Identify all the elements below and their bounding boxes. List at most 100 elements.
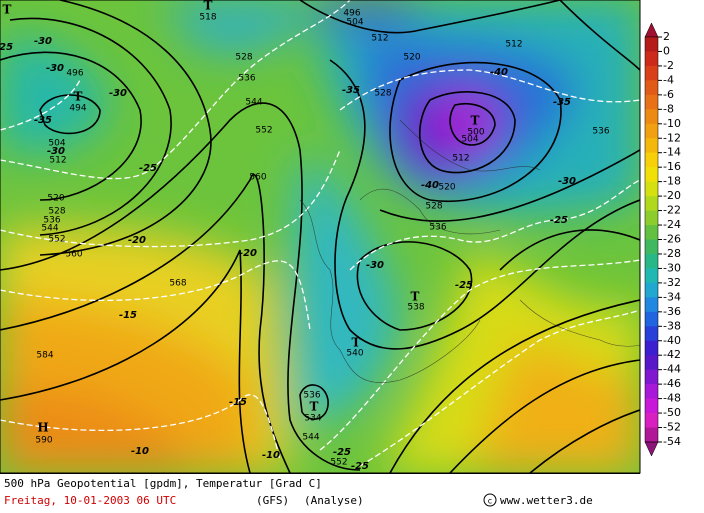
geopotential-label: 512 bbox=[371, 34, 388, 44]
temperature-label: -25 bbox=[351, 461, 369, 472]
footer-run: (Analyse) bbox=[304, 494, 364, 507]
geopotential-label: 520 bbox=[438, 183, 455, 193]
legend-tick-label: -38 bbox=[663, 319, 681, 332]
legend-band bbox=[645, 210, 658, 226]
geopotential-label: 512 bbox=[49, 156, 66, 166]
legend-band bbox=[645, 369, 658, 385]
geopotential-label: 528 bbox=[48, 207, 65, 217]
legend-tick-label: -12 bbox=[663, 131, 681, 144]
geopotential-label: 552 bbox=[255, 126, 272, 136]
geopotential-label: 534 bbox=[304, 414, 321, 424]
temperature-label: -15 bbox=[119, 310, 137, 321]
geopotential-label: 590 bbox=[35, 436, 52, 446]
geopotential-label: 560 bbox=[249, 173, 266, 183]
geopotential-label: 568 bbox=[169, 279, 186, 289]
footer-source: www.wetter3.de bbox=[500, 494, 593, 507]
geopotential-label: 536 bbox=[592, 127, 609, 137]
pressure-center: T bbox=[471, 114, 480, 128]
temperature-label: -35 bbox=[342, 85, 360, 96]
temperature-label: -25 bbox=[550, 215, 568, 226]
footer-title: 500 hPa Geopotential [gpdm], Temperatur … bbox=[4, 477, 322, 490]
legend-band bbox=[645, 398, 658, 414]
pressure-center: T bbox=[3, 3, 12, 17]
legend-band bbox=[645, 384, 658, 399]
legend-tick-label: -26 bbox=[663, 233, 681, 246]
geopotential-label: 528 bbox=[235, 53, 252, 63]
geopotential-label: 538 bbox=[407, 303, 424, 313]
legend-tick-label: -28 bbox=[663, 247, 681, 260]
legend-tick-label: -54 bbox=[663, 435, 681, 448]
temperature-label: -25 bbox=[455, 280, 473, 291]
footer-model: (GFS) bbox=[256, 494, 289, 507]
legend-band bbox=[645, 268, 658, 284]
geopotential-label: 518 bbox=[199, 13, 216, 23]
geopotential-label: 500 bbox=[467, 128, 484, 138]
map-field bbox=[0, 0, 640, 473]
temperature-label: -35 bbox=[553, 97, 571, 108]
geopotential-label: 544 bbox=[245, 98, 262, 108]
legend-band bbox=[645, 239, 658, 255]
temperature-label: -30 bbox=[47, 146, 65, 157]
legend-tick-label: -24 bbox=[663, 218, 681, 231]
legend-band bbox=[645, 123, 658, 139]
legend-tick-label: -52 bbox=[663, 421, 681, 434]
temperature-label: -25 bbox=[0, 42, 13, 53]
temperature-label: -30 bbox=[46, 63, 64, 74]
legend-tick-label: -46 bbox=[663, 377, 681, 390]
geopotential-label: 512 bbox=[505, 40, 522, 50]
temperature-label: -30 bbox=[109, 88, 127, 99]
map-labels: 518 496504512512520528536544552560528-35-… bbox=[0, 0, 610, 472]
legend-band bbox=[645, 326, 658, 342]
legend-band bbox=[645, 109, 658, 125]
legend-tick-label: -48 bbox=[663, 392, 681, 405]
legend-tick-label: -16 bbox=[663, 160, 681, 173]
legend-band bbox=[645, 80, 658, 96]
legend-tick-label: -10 bbox=[663, 117, 681, 130]
legend-tick-label: -34 bbox=[663, 290, 681, 303]
geopotential-label: 536 bbox=[43, 216, 60, 226]
pressure-center: H bbox=[37, 421, 48, 435]
legend-tick-label: -44 bbox=[663, 363, 681, 376]
legend-band bbox=[645, 37, 658, 52]
legend-band bbox=[645, 282, 658, 298]
temperature-label: -30 bbox=[34, 36, 52, 47]
legend-band bbox=[645, 340, 658, 356]
temperature-label: -20 bbox=[128, 235, 146, 246]
legend-band bbox=[645, 152, 658, 168]
temperature-label: -40 bbox=[421, 180, 439, 191]
pressure-center: T bbox=[204, 0, 213, 13]
pressure-center: T bbox=[411, 290, 420, 304]
temperature-label: -40 bbox=[490, 67, 508, 78]
legend-band bbox=[645, 167, 658, 182]
temperature-label: -15 bbox=[229, 397, 247, 408]
legend-tick-label: -22 bbox=[663, 204, 681, 217]
legend-tick-label: -50 bbox=[663, 406, 681, 419]
temperature-field bbox=[0, 0, 640, 473]
footer-date: Freitag, 10-01-2003 06 UTC bbox=[4, 494, 176, 507]
legend-tick-label: -42 bbox=[663, 348, 681, 361]
pressure-center: T bbox=[310, 400, 319, 414]
geopotential-label: 544 bbox=[41, 224, 58, 234]
temperature-label: -10 bbox=[131, 446, 149, 457]
legend-tick-label: -6 bbox=[663, 88, 674, 101]
legend-band bbox=[645, 225, 658, 240]
geopotential-label: 536 bbox=[238, 74, 255, 84]
geopotential-label: 528 bbox=[425, 202, 442, 212]
geopotential-label: 520 bbox=[47, 194, 64, 204]
geopotential-label: 536 bbox=[303, 391, 320, 401]
copyright-icon bbox=[483, 493, 497, 507]
legend-tick-label: -14 bbox=[663, 146, 681, 159]
legend-band bbox=[645, 51, 658, 67]
geopotential-label: 504 bbox=[461, 135, 478, 145]
color-legend: 20 -2-4 -6-8 -10-12 -14-16 -18-20 -22-24 -26-28… bbox=[644, 22, 681, 457]
geopotential-label: 512 bbox=[452, 154, 469, 164]
geopotential-label: 504 bbox=[346, 18, 363, 28]
legend-band bbox=[645, 138, 658, 154]
copyright-c: c bbox=[488, 497, 492, 506]
legend-tick-label: -40 bbox=[663, 334, 681, 347]
legend-band bbox=[645, 311, 658, 327]
geopotential-label: 496 bbox=[343, 9, 360, 19]
legend-band bbox=[645, 427, 658, 443]
geopotential-label: 552 bbox=[330, 458, 347, 468]
temperature-label: -35 bbox=[34, 115, 52, 126]
